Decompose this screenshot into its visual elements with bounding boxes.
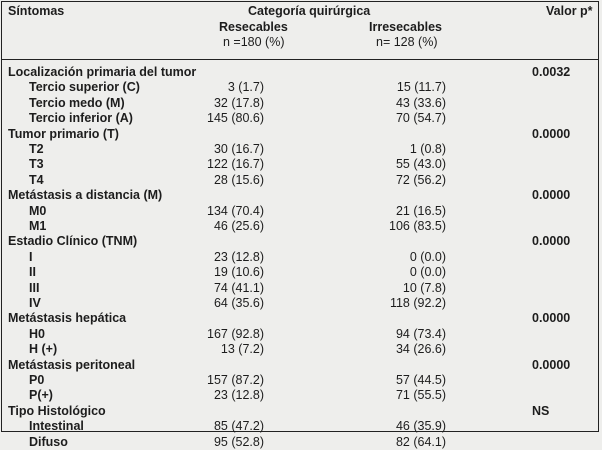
group-label: Tumor primario (T)	[8, 127, 119, 141]
irresecables-value: 106 (83.5)	[389, 219, 446, 233]
header-valor-p: Valor p*	[546, 4, 593, 18]
header-irresecables-n: n= 128 (%)	[376, 35, 438, 49]
p-value: 0.0032	[532, 65, 571, 79]
group-label: Localización primaria del tumor	[8, 65, 197, 79]
group-label: Metástasis peritoneal	[8, 358, 136, 372]
irresecables-value: 1 (0.8)	[409, 142, 446, 156]
row-label: M0	[29, 204, 47, 218]
row-label: Tercio inferior (A)	[29, 111, 133, 125]
resecables-value: 46 (25.6)	[213, 219, 264, 233]
resecables-value: 28 (15.6)	[213, 173, 264, 187]
irresecables-value: 94 (73.4)	[395, 327, 446, 341]
irresecables-value: 70 (54.7)	[395, 111, 446, 125]
irresecables-value: 71 (55.5)	[395, 388, 446, 402]
row-label: III	[29, 281, 40, 295]
header-irresecables: Irresecables	[369, 20, 442, 34]
resecables-value: 3 (1.7)	[227, 80, 264, 94]
resecables-value: 32 (17.8)	[213, 96, 264, 110]
row-label: H (+)	[29, 342, 58, 356]
row-label: H0	[29, 327, 45, 341]
irresecables-value: 72 (56.2)	[395, 173, 446, 187]
irresecables-value: 118 (92.2)	[389, 296, 446, 310]
irresecables-value: 0 (0.0)	[409, 265, 446, 279]
row-label: IV	[29, 296, 41, 310]
row-label: II	[29, 265, 36, 279]
row-label: P0	[29, 373, 45, 387]
row-label: P(+)	[29, 388, 53, 402]
row-label: Intestinal	[29, 419, 84, 433]
p-value: 0.0000	[532, 188, 571, 202]
row-label: Tercio medo (M)	[29, 96, 125, 110]
resecables-value: 134 (70.4)	[207, 204, 264, 218]
row-label: I	[29, 250, 33, 264]
irresecables-value: 21 (16.5)	[395, 204, 446, 218]
irresecables-value: 57 (44.5)	[395, 373, 446, 387]
row-label: T2	[29, 142, 44, 156]
irresecables-value: 43 (33.6)	[395, 96, 446, 110]
group-label: Estadio Clínico (TNM)	[8, 234, 138, 248]
group-label: Metástasis hepática	[8, 311, 127, 325]
p-value: 0.0000	[532, 311, 571, 325]
resecables-value: 30 (16.7)	[213, 142, 264, 156]
resecables-value: 95 (52.8)	[213, 435, 264, 449]
row-label: T3	[29, 157, 44, 171]
row-label: M1	[29, 219, 47, 233]
resecables-value: 122 (16.7)	[207, 157, 264, 171]
p-value: 0.0000	[532, 234, 571, 248]
resecables-value: 64 (35.6)	[213, 296, 264, 310]
resecables-value: 23 (12.8)	[213, 388, 264, 402]
resecables-value: 23 (12.8)	[213, 250, 264, 264]
irresecables-value: 15 (11.7)	[396, 80, 446, 94]
header-resecables-n: n =180 (%)	[223, 35, 285, 49]
resecables-value: 74 (41.1)	[213, 281, 264, 295]
irresecables-value: 82 (64.1)	[395, 435, 446, 449]
resecables-value: 145 (80.6)	[207, 111, 264, 125]
header-divider	[2, 59, 598, 60]
row-label: T4	[29, 173, 44, 187]
resecables-value: 13 (7.2)	[220, 342, 264, 356]
irresecables-value: 46 (35.9)	[395, 419, 446, 433]
irresecables-value: 34 (26.6)	[395, 342, 446, 356]
group-label: Metástasis a distancia (M)	[8, 188, 163, 202]
resecables-value: 167 (92.8)	[207, 327, 264, 341]
header-resecables: Resecables	[219, 20, 288, 34]
group-label: Tipo Histológico	[8, 404, 106, 418]
irresecables-value: 10 (7.8)	[402, 281, 446, 295]
p-value: NS	[532, 404, 550, 418]
header-categoria: Categoría quirúrgica	[248, 4, 371, 18]
p-value: 0.0000	[532, 358, 571, 372]
irresecables-value: 55 (43.0)	[395, 157, 446, 171]
header-sintomas: Síntomas	[8, 4, 65, 18]
row-label: Difuso	[29, 435, 68, 449]
resecables-value: 19 (10.6)	[213, 265, 264, 279]
irresecables-value: 0 (0.0)	[409, 250, 446, 264]
row-label: Tercio superior (C)	[29, 80, 140, 94]
resecables-value: 85 (47.2)	[213, 419, 264, 433]
resecables-value: 157 (87.2)	[207, 373, 264, 387]
p-value: 0.0000	[532, 127, 571, 141]
